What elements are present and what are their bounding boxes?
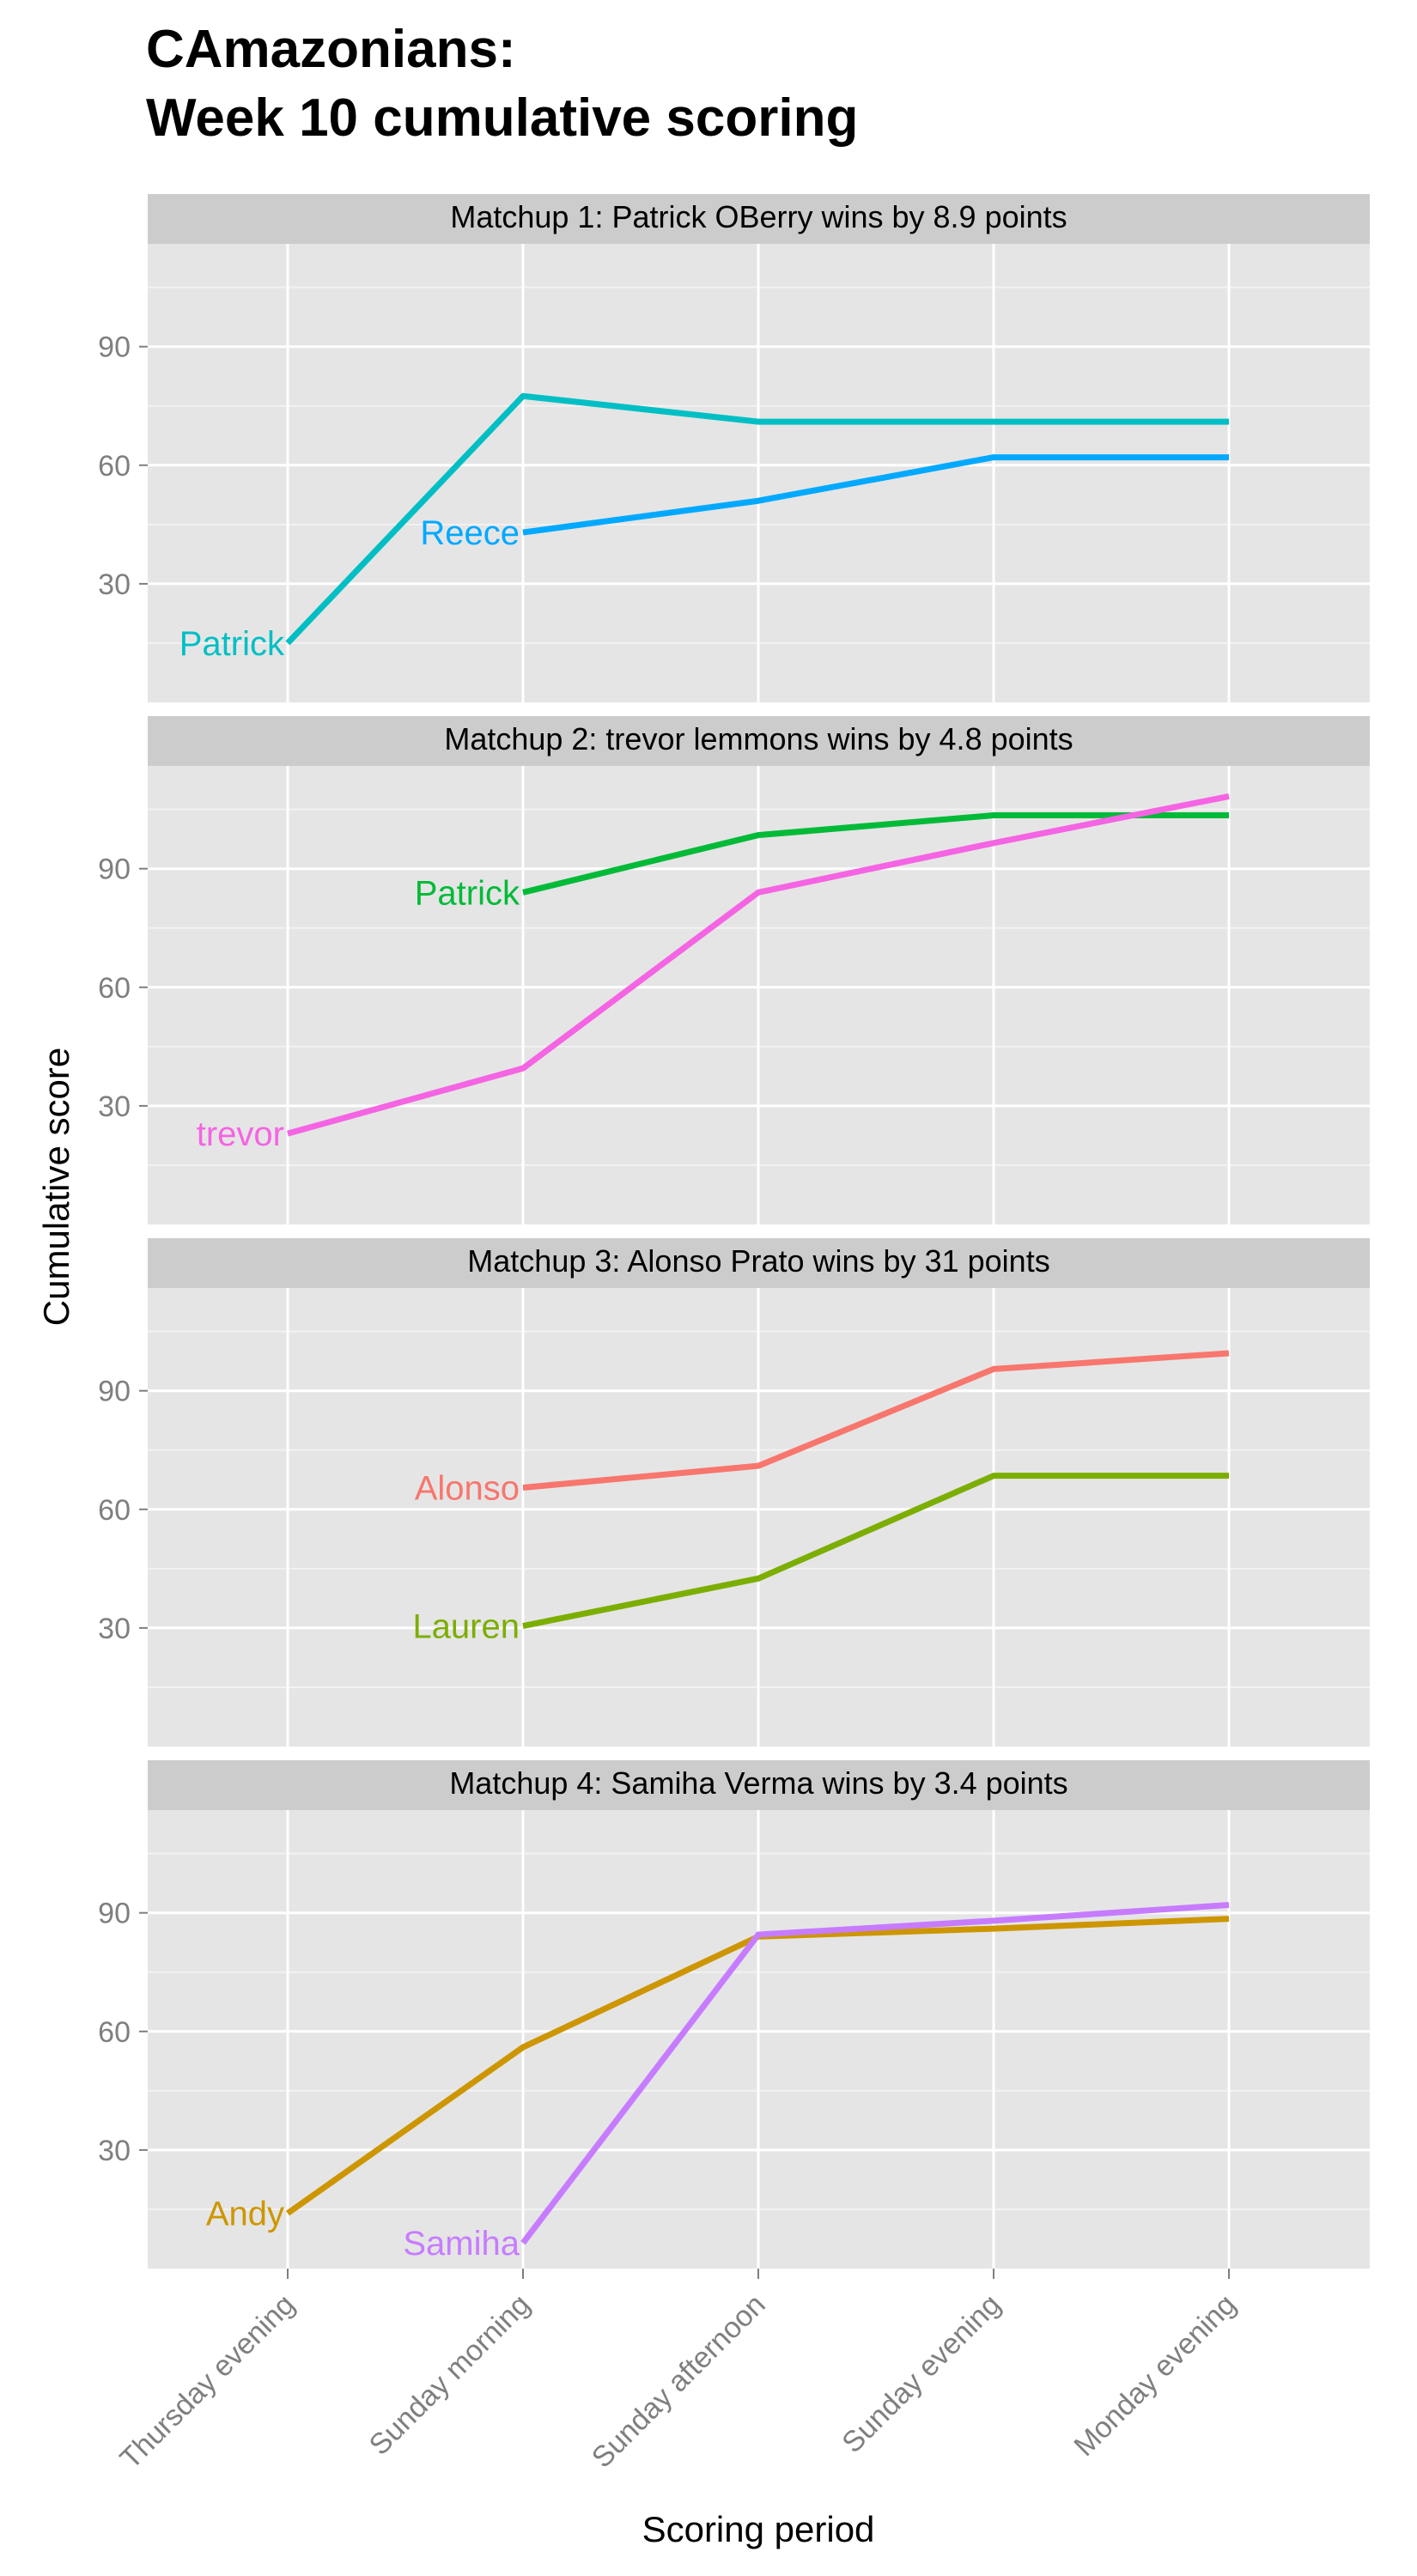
series-label-patrick: Patrick: [179, 625, 285, 663]
x-tick-label: Sunday morning: [363, 2288, 537, 2462]
panel-4: Matchup 4: Samiha Verma wins by 3.4 poin…: [98, 1760, 1370, 2269]
y-tick-label: 30: [98, 568, 131, 601]
x-axis-label: Scoring period: [642, 2509, 875, 2549]
y-tick-label: 60: [98, 1494, 131, 1527]
y-tick-label: 90: [98, 1376, 131, 1408]
y-tick-label: 60: [98, 972, 131, 1005]
x-tick-label: Sunday evening: [836, 2288, 1006, 2459]
y-tick-label: 30: [98, 2135, 131, 2167]
y-tick-label: 90: [98, 331, 131, 364]
series-label-reece: Reece: [420, 514, 520, 552]
series-label-alonso: Alonso: [415, 1469, 520, 1507]
series-line-trevor: [287, 793, 1230, 1137]
series-line-alonso: [522, 1350, 1230, 1491]
y-tick-label: 60: [98, 2016, 131, 2049]
y-tick-label: 90: [98, 1898, 131, 1930]
panel-strip: [148, 1238, 1370, 1288]
panel-3: Matchup 3: Alonso Prato wins by 31 point…: [98, 1238, 1370, 1747]
y-tick-label: 60: [98, 450, 131, 483]
y-axis-label: Cumulative score: [36, 1048, 76, 1326]
series-label-andy: Andy: [206, 2196, 284, 2233]
y-tick-label: 30: [98, 1091, 131, 1123]
series-line-samiha: [520, 1901, 1230, 2245]
series-label-patrick: Patrick: [415, 874, 520, 912]
panel-strip: [148, 194, 1370, 244]
chart-title-line-1: CAmazonians:: [146, 20, 516, 79]
series-label-lauren: Lauren: [412, 1608, 520, 1646]
x-tick-label: Sunday afternoon: [586, 2288, 772, 2475]
panel-2: Matchup 2: trevor lemmons wins by 4.8 po…: [98, 716, 1370, 1224]
series-line-patrick: [285, 392, 1229, 646]
panel-strip-label: Matchup 1: Patrick OBerry wins by 8.9 po…: [450, 199, 1067, 234]
series-line-patrick: [522, 812, 1229, 896]
series-label-trevor: trevor: [197, 1115, 284, 1153]
series-line-reece: [522, 454, 1229, 536]
x-tick-label: Thursday evening: [114, 2288, 301, 2476]
chart-title-line-2: Week 10 cumulative scoring: [146, 88, 858, 148]
series-line-lauren: [522, 1473, 1229, 1630]
panel-1: Matchup 1: Patrick OBerry wins by 8.9 po…: [98, 194, 1370, 702]
series-label-samiha: Samiha: [403, 2225, 520, 2263]
panel-strip-label: Matchup 3: Alonso Prato wins by 31 point…: [467, 1243, 1049, 1279]
x-tick-label: Monday evening: [1067, 2288, 1242, 2463]
facet-panels: Matchup 1: Patrick OBerry wins by 8.9 po…: [98, 194, 1370, 2269]
y-tick-label: 90: [98, 854, 131, 886]
x-axis: Thursday evening Sunday morning Sunday aft…: [114, 2269, 1243, 2476]
panel-strip-label: Matchup 2: trevor lemmons wins by 4.8 po…: [444, 721, 1073, 756]
panel-strip: [148, 716, 1370, 766]
panel-strip: [148, 1760, 1370, 1810]
panel-strip-label: Matchup 4: Samiha Verma wins by 3.4 poin…: [449, 1765, 1067, 1801]
y-tick-label: 30: [98, 1613, 131, 1645]
